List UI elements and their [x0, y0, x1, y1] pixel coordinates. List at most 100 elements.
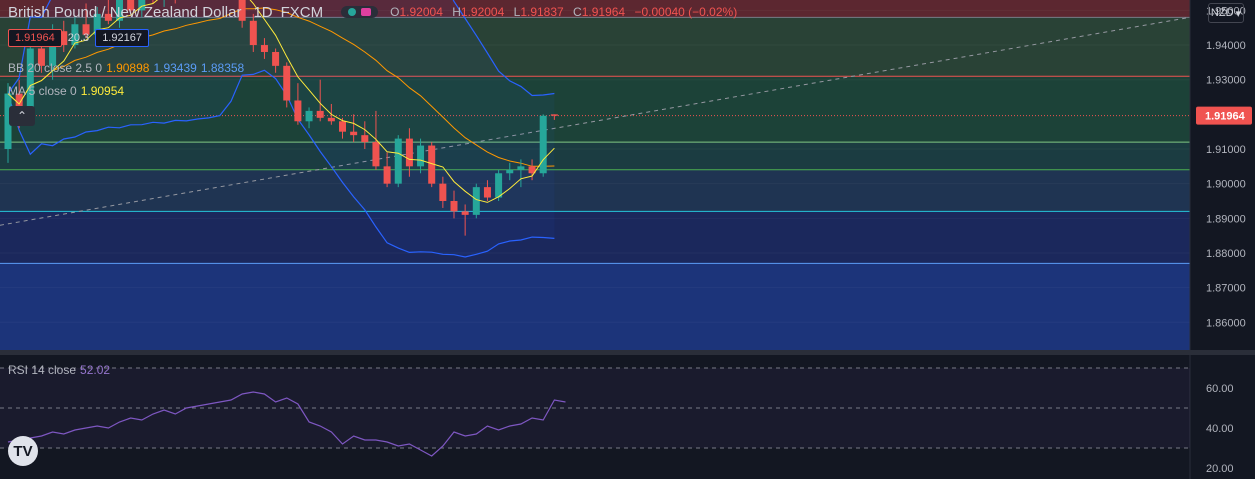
candle — [238, 0, 246, 28]
bollinger-bands — [7, 0, 555, 258]
interval-label[interactable]: 1D — [253, 3, 273, 21]
low-value: 1.91837 — [520, 5, 564, 19]
candle-body — [350, 131, 358, 136]
fib-zone — [0, 142, 1190, 170]
fib-zone — [0, 17, 1190, 77]
status-pill[interactable] — [341, 6, 379, 18]
change-value: −0.00040 (−0.02%) — [634, 5, 738, 19]
candle — [127, 0, 135, 14]
candle-body — [316, 110, 324, 118]
bb-lower-value: 1.88358 — [200, 61, 245, 75]
candle — [60, 20, 68, 52]
candle — [361, 121, 369, 150]
candle-body — [260, 45, 268, 52]
trend-line[interactable] — [0, 16, 1191, 226]
rsi-tick-label: 60.00 — [1206, 383, 1234, 395]
candle-body — [339, 121, 346, 132]
candle — [405, 128, 413, 177]
candlestick-series — [4, 0, 558, 236]
price-tick-label: 1.95000 — [1206, 5, 1246, 17]
candle — [316, 79, 324, 122]
collapse-legend-button[interactable]: ⌃ — [9, 106, 35, 126]
fib-zone — [0, 76, 1190, 143]
price-tick-label: 1.91000 — [1206, 144, 1246, 156]
candle-body — [305, 110, 313, 122]
candle-body — [506, 169, 514, 174]
candle — [350, 114, 358, 143]
rsi-pane: 60.00 40.00 20.00 — [0, 367, 1234, 475]
fib-zone — [0, 169, 1190, 212]
price-tick-label: 1.86000 — [1206, 317, 1246, 329]
candle-body — [127, 0, 135, 11]
candle-body — [417, 145, 425, 167]
candle-body — [539, 115, 547, 174]
candle — [472, 183, 480, 219]
price-tick-label: 1.89000 — [1206, 213, 1246, 225]
exchange-label: FXCM — [280, 3, 324, 21]
bb-legend[interactable]: BB 20 close 2.5 0 1.90898 1.93439 1.88358 — [8, 61, 245, 75]
candle — [550, 114, 558, 120]
candle — [483, 180, 491, 201]
candle-body — [461, 211, 469, 215]
candle-body — [37, 48, 45, 66]
candle-body — [283, 65, 291, 101]
symbol-title[interactable]: British Pound / New Zealand Dollar — [8, 3, 242, 21]
candle — [305, 107, 313, 129]
candle — [116, 0, 123, 28]
fib-zone — [0, 0, 1190, 18]
candle — [372, 110, 380, 170]
spread-value: 20.3 — [67, 32, 90, 44]
candle — [417, 138, 425, 174]
candle — [383, 152, 391, 188]
rsi-tick-label: 20.00 — [1206, 463, 1234, 475]
candle-body — [138, 0, 146, 11]
tradingview-logo[interactable]: TV — [8, 436, 38, 466]
last-price-tag — [1196, 106, 1252, 125]
candle-body — [528, 166, 536, 174]
candle — [428, 142, 436, 188]
candle-body — [93, 13, 101, 35]
fib-zone — [0, 211, 1190, 264]
currency-label: NZD — [1210, 7, 1234, 19]
price-tick-label: 1.94000 — [1206, 40, 1246, 52]
bb-upper-line — [7, 0, 555, 97]
candle-body — [4, 93, 12, 150]
candle-body — [238, 0, 246, 21]
ma-legend[interactable]: MA 5 close 0 1.90954 — [8, 84, 125, 98]
bb-lower-line — [7, 69, 555, 258]
currency-selector[interactable]: NZD ▾ — [1208, 3, 1244, 23]
buy-button[interactable]: 1.92167 — [95, 29, 149, 47]
candle — [249, 13, 257, 52]
candle-body — [104, 13, 112, 21]
candle-body — [394, 138, 402, 184]
candle — [450, 190, 458, 219]
trade-row: 1.91964 20.3 1.92167 — [8, 29, 149, 47]
candle-body — [428, 145, 436, 184]
candle-body — [450, 200, 458, 212]
chevron-down-icon: ▾ — [1235, 7, 1242, 20]
candle — [506, 162, 514, 181]
candle-body — [116, 0, 123, 21]
candle-body — [472, 187, 480, 215]
candle-body — [249, 20, 257, 46]
grid — [0, 9, 1190, 323]
candle-body — [71, 24, 79, 46]
rsi-legend[interactable]: RSI 14 close 52.02 — [8, 363, 111, 377]
chart-header: British Pound / New Zealand Dollar 1D FX… — [8, 3, 743, 21]
sell-button[interactable]: 1.91964 — [8, 29, 62, 47]
last-price-label: 1.91964 — [1205, 111, 1246, 123]
candle-body — [361, 135, 369, 143]
data-provider-icon — [361, 8, 372, 16]
price-axis-bg — [1190, 0, 1255, 479]
trend-line-path — [0, 16, 1191, 226]
price-tick-label: 1.88000 — [1206, 248, 1246, 260]
pane-separator — [0, 350, 1255, 355]
open-value: 1.92004 — [399, 5, 443, 19]
candle — [517, 159, 525, 188]
candle — [539, 114, 547, 177]
candle-body — [439, 183, 447, 201]
candle-body — [372, 142, 380, 167]
candle-body — [327, 117, 335, 122]
candle — [260, 38, 268, 59]
